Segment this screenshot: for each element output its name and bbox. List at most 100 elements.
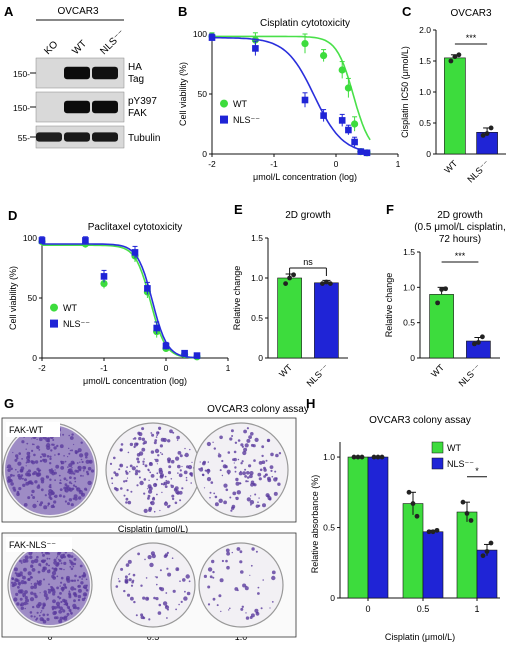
colony-0-0-39 (68, 434, 70, 437)
legend-label-wt-H: WT (447, 443, 461, 453)
colony-0-2-34 (254, 437, 259, 442)
colony-0-1-14 (189, 448, 191, 451)
colony-0-0-35 (68, 498, 73, 502)
colony-0-2-114 (267, 478, 272, 483)
colony-0-2-102 (219, 469, 222, 472)
colony-1-0-236 (46, 569, 51, 574)
colony-0-1-113 (133, 437, 137, 440)
bar-H-0-1 (402, 503, 424, 599)
data-point-B-1-8 (363, 149, 371, 157)
colony-0-2-101 (234, 470, 237, 473)
colony-0-1-38 (125, 497, 129, 501)
colony-1-1-64 (130, 584, 134, 587)
colony-0-0-195 (71, 467, 73, 469)
colony-1-1-43 (118, 580, 121, 583)
colony-0-0-170 (50, 449, 53, 452)
colony-1-2-32 (257, 592, 260, 595)
data-point-B-0-3 (320, 52, 328, 60)
colony-0-1-146 (136, 484, 139, 487)
colony-0-0-263 (47, 504, 49, 507)
replicate-point-C-1-2 (488, 125, 494, 131)
legend-label-wt-B: WT (233, 99, 247, 109)
colony-0-0-46 (86, 470, 89, 474)
colony-1-0-135 (55, 601, 61, 606)
colony-1-0-239 (70, 567, 74, 571)
colony-0-2-3 (246, 471, 250, 475)
colony-1-2-33 (226, 565, 230, 570)
colony-0-0-232 (33, 453, 36, 457)
colony-0-0-28 (54, 494, 58, 498)
colony-0-0-274 (62, 433, 65, 436)
colony-0-1-111 (143, 492, 146, 495)
colony-0-2-136 (244, 468, 247, 471)
fit-curve-D-0 (42, 244, 201, 359)
colony-0-0-103 (25, 448, 27, 450)
colony-0-0-136 (45, 445, 47, 447)
colony-0-2-31 (207, 461, 209, 463)
colony-0-1-174 (135, 469, 139, 473)
colony-1-2-17 (250, 564, 253, 567)
chart-title-F-0: 2D growth (437, 210, 483, 221)
colony-0-1-124 (134, 442, 138, 447)
colony-0-1-162 (141, 427, 145, 431)
colony-0-0-236 (67, 466, 69, 468)
colony-0-0-34 (67, 456, 69, 458)
colony-1-1-52 (145, 577, 148, 579)
colony-0-2-75 (253, 459, 256, 462)
molecular-weight-marker-0: 150- (13, 69, 30, 79)
replicate-point-H-1-2-2 (488, 540, 494, 546)
colony-1-0-238 (61, 590, 64, 592)
colony-1-0-248 (47, 590, 51, 594)
colony-0-0-69 (34, 480, 38, 484)
x-tick-label-D-0: -2 (38, 363, 46, 373)
colony-1-0-242 (61, 586, 65, 591)
colony-1-2-37 (240, 570, 244, 574)
colony-0-1-9 (170, 459, 175, 464)
blot-band-2-2 (92, 132, 118, 142)
colony-0-1-129 (156, 493, 158, 496)
colony-0-0-235 (55, 464, 60, 469)
colony-0-2-25 (209, 491, 212, 494)
colony-1-0-268 (30, 564, 34, 568)
colony-0-2-38 (246, 438, 251, 443)
colony-0-1-147 (126, 489, 129, 492)
colony-1-1-0 (148, 618, 151, 621)
lane-label-0: KO (42, 39, 60, 57)
blot-row-label2-0: Tag (128, 74, 144, 85)
colony-0-0-180 (40, 480, 45, 484)
panel-label-A: A (4, 4, 14, 19)
colony-0-1-72 (150, 450, 155, 454)
colony-0-1-172 (158, 467, 163, 472)
colony-0-1-136 (125, 470, 128, 473)
panel-label-D: D (8, 208, 17, 223)
colony-1-0-131 (26, 602, 29, 605)
data-point-D-1-6 (162, 342, 170, 350)
colony-0-1-92 (152, 496, 155, 499)
colony-1-0-46 (66, 612, 70, 616)
colony-1-0-83 (42, 619, 47, 624)
colony-1-0-173 (48, 564, 50, 567)
x-axis-label-D: μmol/L concentration (log) (83, 376, 187, 386)
colony-0-1-74 (185, 476, 188, 479)
dish-row-label-1: FAK-NLS⁻⁻ (9, 540, 56, 550)
colony-1-0-262 (41, 568, 46, 573)
cisplatin-cytotoxicity-chart: B Cisplatin cytotoxicity 0 50 100 -2 -1 0 1 μmol/… (178, 4, 401, 182)
colony-1-0-62 (19, 559, 22, 563)
colony-1-1-58 (125, 563, 130, 567)
colony-1-1-60 (123, 589, 126, 593)
colony-1-0-272 (33, 615, 36, 618)
colony-0-1-29 (176, 435, 180, 440)
colony-1-1-42 (133, 600, 136, 604)
replicate-point-F-0-2 (443, 286, 448, 292)
replicate-point-H-1-1-1 (430, 529, 436, 535)
colony-0-0-123 (59, 481, 62, 485)
colony-0-0-99 (68, 447, 70, 450)
colony-1-0-264 (29, 575, 33, 579)
colony-1-0-257 (56, 604, 61, 609)
colony-1-1-67 (130, 596, 134, 601)
colony-0-2-67 (212, 441, 214, 443)
panel-label-C: C (402, 4, 412, 19)
colony-0-1-66 (114, 472, 119, 477)
colony-0-0-231 (16, 490, 20, 494)
colony-1-2-27 (271, 601, 274, 603)
